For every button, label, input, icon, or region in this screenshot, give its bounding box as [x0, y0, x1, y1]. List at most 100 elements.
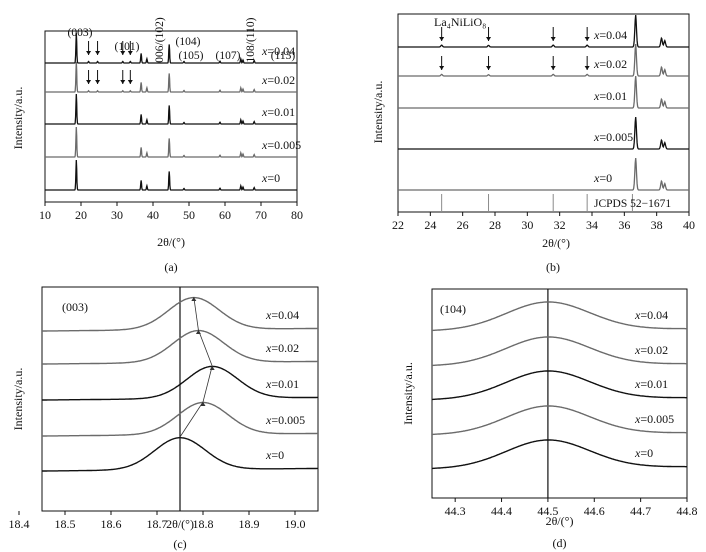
impurity-arrow-head: [486, 66, 492, 70]
y-axis-title: Intensity/a.u.: [11, 368, 25, 431]
series-label: x=0.005: [261, 138, 301, 152]
x-axis-title: 2θ/(°): [157, 235, 185, 249]
plot-frame: [397, 13, 690, 213]
series-label: x=0.04: [593, 28, 627, 42]
reference-label: JCPDS 52−1671: [594, 198, 671, 210]
impurity-arrow-head: [127, 80, 133, 84]
impurity-arrow-head: [120, 51, 126, 55]
reflection-label: (003): [62, 300, 88, 314]
y-axis-title: Intensity/a.u.: [401, 362, 415, 425]
panel-c-x-tick-label: 18.5: [55, 517, 76, 531]
impurity-arrow-head: [584, 66, 590, 70]
series-label: x=0.01: [634, 377, 668, 391]
series-label: x=0.04: [265, 308, 299, 322]
series-line-x=0.01: [42, 365, 318, 401]
impurity-arrow-head: [486, 37, 492, 41]
panel-d: x=0 x=0.005 x=0.01 x=0.02 x=0.04 (104) 44.3 44.…: [401, 288, 698, 550]
b-x-tick-label: 36: [618, 218, 630, 232]
panel-b: x=0 x=0.005 x=0.01 x=0.02 x=0.04 JCPDS 52−167…: [371, 13, 695, 274]
b-x-tick-label: 24: [424, 218, 436, 232]
peak-shift-arrowhead: [200, 402, 206, 406]
panel-label: (b): [546, 260, 560, 274]
series-label: x=0.02: [593, 57, 627, 71]
a-x-tick-label: 40: [147, 208, 159, 222]
x-axis-title: 2θ/(°): [166, 517, 194, 531]
impurity-arrow-head: [95, 80, 101, 84]
panel-label: (c): [173, 537, 186, 551]
reflection-label: (104): [176, 36, 201, 48]
peak-shift-arrowhead: [195, 330, 201, 334]
series-label: x=0.02: [261, 73, 295, 87]
a-x-tick-label: 30: [111, 208, 123, 222]
b-x-tick-label: 26: [457, 218, 469, 232]
series-label: x=0: [634, 446, 653, 460]
impurity-phase-label: La₄NiLiO₈: [434, 15, 486, 29]
series-label: x=0.02: [265, 341, 299, 355]
a-x-tick-label: 10: [39, 208, 51, 222]
series-line-x=0.01: [432, 370, 687, 401]
impurity-arrow-head: [550, 66, 556, 70]
series-line-x=0.005: [42, 401, 318, 437]
reflection-label: (105): [179, 50, 204, 62]
panel-c-x-tick-label: 19.0: [285, 517, 306, 531]
series-label: x=0.01: [593, 89, 627, 103]
a-x-tick-label: 70: [255, 208, 267, 222]
impurity-arrow-head: [550, 37, 556, 41]
panel-label: (a): [164, 260, 177, 274]
series-line-x=0: [398, 157, 689, 191]
y-axis-title: Intensity/a.u.: [11, 87, 25, 150]
panel-c: x=0 x=0.005 x=0.01 x=0.02 x=0.04 (003) 18.4 18.…: [9, 286, 319, 551]
y-axis-title: Intensity/a.u.: [371, 81, 385, 144]
impurity-arrow-head: [127, 51, 133, 55]
series-label: x=0.005: [265, 413, 305, 427]
series-label: x=0: [261, 171, 280, 185]
series-label: x=0: [593, 171, 612, 185]
b-x-tick-label: 38: [651, 218, 663, 232]
series-line-x=0.02: [398, 43, 689, 77]
series-label: x=0.01: [265, 377, 299, 391]
impurity-arrow-head: [584, 37, 590, 41]
peak-shift-arrowhead: [209, 366, 215, 370]
b-x-tick-label: 32: [554, 218, 566, 232]
series-label: x=0.01: [261, 105, 295, 119]
x-axis-title: 2θ/(°): [542, 236, 570, 250]
reflection-label: (003): [68, 27, 93, 39]
reflection-label: (107): [216, 50, 241, 62]
reflection-label: (104): [440, 302, 466, 316]
reflection-label: 108/(110): [245, 17, 257, 62]
impurity-arrow-head: [86, 80, 92, 84]
series-line-x=0.005: [398, 116, 689, 150]
panel-c-x-tick-label: 18.8: [193, 517, 214, 531]
series-line-x=0.04: [432, 301, 687, 332]
series-line-x=0.01: [45, 93, 297, 125]
panel-c-x-tick-label: 18.9: [239, 517, 260, 531]
b-x-tick-label: 28: [489, 218, 501, 232]
impurity-arrow-head: [95, 51, 101, 55]
series-line-x=0.04: [45, 32, 297, 64]
panel-d-x-tick-label: 44.6: [584, 504, 605, 518]
b-x-tick-label: 22: [392, 218, 404, 232]
peak-shift-arrowhead: [191, 297, 197, 301]
series-line-x=0: [42, 437, 318, 472]
series-label: x=0.04: [634, 308, 668, 322]
a-x-tick-label: 50: [183, 208, 195, 222]
b-x-tick-label: 34: [586, 218, 598, 232]
a-x-tick-label: 60: [219, 208, 231, 222]
series-label: x=0: [265, 448, 284, 462]
panel-d-x-tick-label: 44.5: [537, 504, 558, 518]
series-line-x=0.04: [42, 296, 318, 332]
panel-d-x-tick-label: 44.8: [677, 504, 698, 518]
panel-c-x-tick-label: 18.4: [9, 517, 30, 531]
series-line-x=0.01: [398, 75, 689, 109]
series-line-x=0.005: [432, 405, 687, 436]
series-line-x=0: [45, 159, 297, 191]
panel-d-x-tick-label: 44.3: [445, 504, 466, 518]
series-line-x=0: [432, 439, 687, 470]
series-line-x=0.04: [398, 14, 689, 48]
reflection-label: (113): [271, 50, 296, 62]
a-x-tick-label: 20: [75, 208, 87, 222]
series-label: x=0.04: [261, 44, 295, 58]
panel-d-x-tick-label: 44.7: [630, 504, 651, 518]
b-x-tick-label: 30: [521, 218, 533, 232]
